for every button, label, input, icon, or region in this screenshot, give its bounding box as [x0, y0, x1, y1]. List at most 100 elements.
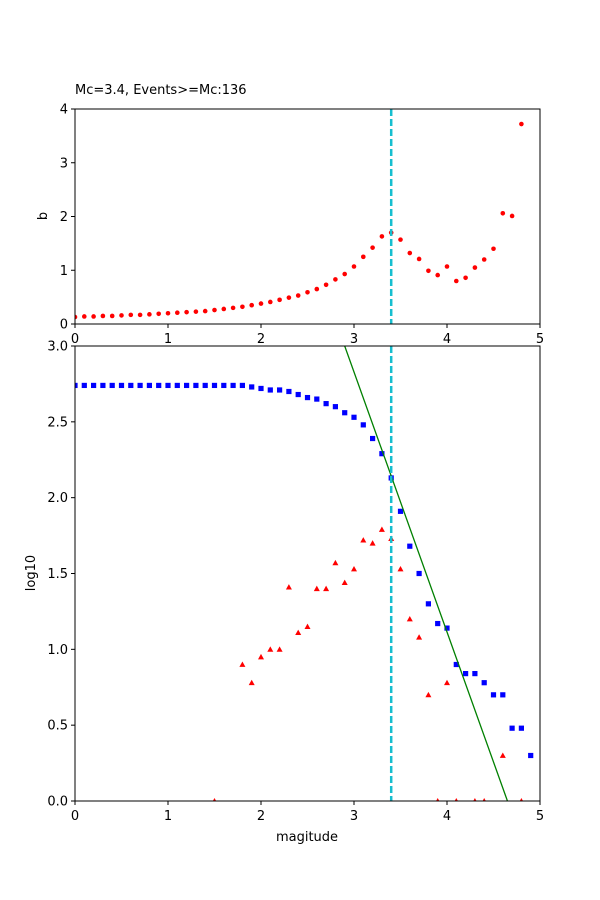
- log10-y-tick-label: 0.0: [47, 795, 68, 810]
- b-value-point: [221, 306, 227, 312]
- log10-triangle-point: [341, 579, 348, 585]
- b-value-point: [295, 293, 301, 298]
- b-value-point: [156, 311, 161, 317]
- log10-square-point: [295, 391, 301, 398]
- log10-square-point: [397, 508, 404, 514]
- log10-square-point: [239, 382, 245, 389]
- b-value-point: [249, 302, 254, 308]
- log10-triangle-point: [248, 679, 255, 686]
- log10-square-point: [528, 752, 534, 759]
- b-value-point: [509, 213, 515, 219]
- b-value-x-tick-label: 3: [350, 332, 358, 347]
- log10-square-point: [109, 382, 115, 389]
- b-value-point: [240, 304, 245, 310]
- log10-square-point: [518, 725, 524, 731]
- b-value-point: [416, 256, 422, 262]
- b-value-axes: 0 1 2 3 4 0 1 2 3 4 5: [60, 103, 544, 348]
- log10-square-point: [174, 382, 180, 389]
- log10-triangle-point: [212, 798, 217, 801]
- b-value-x-tick-label: 1: [164, 332, 172, 347]
- log10-fit-line: [344, 346, 509, 801]
- b-value-point: [314, 286, 320, 292]
- log10-square-point: [146, 382, 152, 389]
- log10-square-point: [75, 382, 78, 389]
- b-value-panel: 0 1 2 3 4 0 1 2 3 4 5 b: [36, 103, 544, 348]
- b-value-point: [268, 299, 273, 305]
- log10-triangle-point: [323, 585, 330, 592]
- b-value-y-tick-label: 1: [60, 264, 68, 279]
- b-value-point: [361, 254, 366, 260]
- log10-y-tick-label: 1.5: [47, 567, 68, 582]
- log10-triangle-point: [416, 634, 423, 640]
- log10-square-point: [435, 620, 441, 627]
- log10-square-point: [258, 385, 264, 392]
- log10-x-tick-label: 1: [164, 809, 172, 824]
- b-value-point: [193, 309, 199, 314]
- log10-x-tick-label: 2: [257, 809, 265, 824]
- log10-triangle-point: [444, 679, 450, 686]
- log10-square-point: [490, 692, 497, 698]
- b-value-y-tick-label: 3: [60, 156, 68, 171]
- log10-square-point: [118, 382, 125, 389]
- log10-x-tick-label: 4: [443, 809, 451, 824]
- log10-square-point: [342, 410, 348, 416]
- b-value-x-tick-label: 5: [536, 332, 544, 347]
- b-value-point: [426, 268, 431, 274]
- log10-square-point: [500, 692, 506, 698]
- b-value-point: [519, 121, 524, 127]
- magnitude-x-axis-label: magitude: [276, 830, 338, 845]
- log10-triangle-point: [499, 752, 506, 758]
- b-value-point: [481, 257, 487, 262]
- log10-triangle-point: [473, 798, 477, 801]
- log10-y-tick-label: 0.5: [47, 719, 68, 734]
- log10-x-tick-label: 0: [71, 809, 79, 824]
- b-value-point: [230, 305, 236, 311]
- b-value-point: [75, 314, 78, 320]
- log10-square-point: [184, 382, 190, 389]
- log10-square-point: [137, 382, 143, 389]
- log10-triangle-point: [239, 661, 246, 667]
- b-value-point: [175, 310, 180, 316]
- log10-square-point: [425, 601, 431, 607]
- b-value-y-axis-label: b: [36, 212, 51, 220]
- b-value-point: [333, 277, 338, 282]
- b-value-point: [463, 275, 468, 281]
- log10-triangle-point: [425, 691, 432, 698]
- log10-x-tick-label: 3: [350, 809, 358, 824]
- log10-y-tick-label: 2.5: [47, 415, 68, 430]
- b-value-point: [435, 272, 441, 278]
- b-value-x-tick-label: 2: [257, 332, 265, 347]
- log10-triangle-point: [397, 565, 404, 572]
- b-value-point: [342, 271, 348, 277]
- log10-triangle-point: [313, 585, 320, 592]
- b-value-point: [212, 307, 217, 313]
- b-value-point: [100, 313, 106, 319]
- b-value-point: [398, 237, 403, 242]
- log10-y-axis-label: log10: [24, 555, 39, 591]
- log10-square-point: [304, 394, 311, 401]
- log10-square-point: [509, 725, 515, 731]
- log10-axes: 0.0 0.5 1.0 1.5 2.0 2.5 3.0 0 1 2 3 4 5: [47, 340, 544, 825]
- b-value-point: [305, 289, 310, 295]
- b-value-point: [147, 312, 152, 317]
- log10-square-point: [407, 543, 413, 549]
- log10-square-point: [314, 396, 320, 402]
- log10-square-point: [193, 382, 199, 389]
- log10-square-point: [472, 671, 478, 677]
- log10-y-tick-label: 3.0: [47, 340, 68, 355]
- b-value-point: [82, 314, 87, 319]
- log10-square-point: [286, 388, 292, 395]
- b-value-plot-area: [75, 109, 524, 324]
- log10-square-point: [165, 382, 171, 389]
- b-value-y-tick-label: 4: [60, 103, 68, 118]
- b-value-point: [472, 265, 478, 270]
- b-value-point: [286, 295, 292, 300]
- log10-triangle-point: [304, 623, 311, 629]
- b-value-point: [444, 264, 450, 269]
- b-value-point: [351, 264, 357, 269]
- log10-triangle-point: [267, 646, 274, 652]
- b-value-point: [165, 310, 171, 316]
- b-value-x-tick-label: 0: [71, 332, 79, 347]
- b-value-y-tick-label: 0: [60, 318, 68, 333]
- log10-triangle-point: [258, 653, 264, 660]
